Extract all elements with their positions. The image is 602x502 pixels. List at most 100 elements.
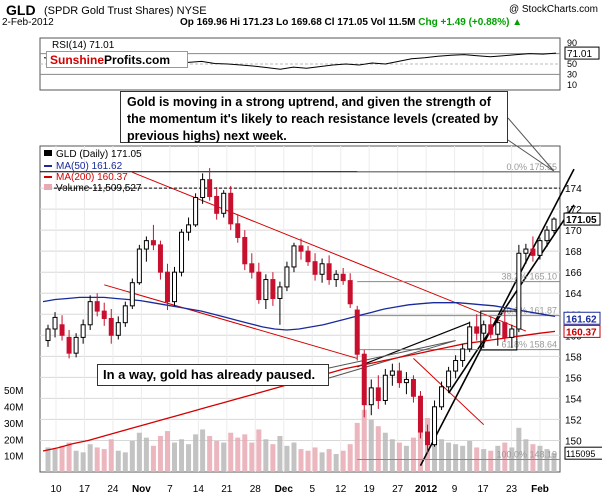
volume-value-tag: 115095 (566, 449, 595, 459)
candle (52, 312, 58, 338)
candle (481, 320, 487, 348)
change-up-icon: ▲ (512, 17, 523, 28)
time-axis-label: 2012 (415, 484, 438, 495)
candle-body (347, 280, 353, 305)
time-axis-label: Feb (531, 484, 549, 495)
rsi-axis-label: 90 (567, 38, 577, 48)
candle (136, 244, 142, 285)
candle-body (59, 324, 65, 336)
candle (291, 242, 297, 273)
candle (417, 391, 423, 439)
volume-bar (193, 434, 199, 472)
candle-body (235, 223, 241, 238)
time-axis-label: 21 (221, 484, 233, 495)
time-axis-label: Dec (275, 484, 294, 495)
time-axis-label: 19 (364, 484, 376, 495)
candle-body (129, 282, 135, 307)
candle-body (87, 301, 93, 326)
volume-bar (179, 439, 185, 472)
candle-body (417, 395, 423, 433)
candle-body (214, 195, 220, 214)
candle-body (108, 317, 114, 336)
volume-bar (305, 450, 311, 472)
volume-bar (172, 442, 177, 472)
candle-body (495, 322, 501, 335)
candle-body (242, 236, 248, 265)
candle-body (291, 245, 297, 268)
volume-bar (256, 429, 262, 472)
volume-bar (361, 409, 367, 472)
volume-bar (368, 419, 374, 472)
value-tags: 171.05 161.62 160.37 (563, 212, 601, 338)
candle (347, 273, 353, 308)
pause-callout: In a way, gold has already paused. (97, 364, 329, 386)
price-axis-label: 154 (565, 394, 582, 405)
volume-bar (235, 437, 241, 472)
candle-body (150, 240, 156, 246)
candle (94, 293, 100, 317)
volume-axis-label: 50M (4, 386, 23, 397)
candle-body (143, 240, 149, 250)
candle-body (186, 224, 192, 233)
candle-body (551, 218, 557, 232)
volume-bar (389, 439, 395, 472)
price-axis-label: 156 (565, 373, 582, 384)
candle-body (263, 279, 269, 301)
candle-body (333, 273, 339, 281)
candle (523, 243, 529, 264)
volume-bar (66, 442, 72, 472)
time-axis-label: 28 (250, 484, 262, 495)
price-axis-label: 164 (565, 289, 582, 300)
candle (277, 281, 283, 325)
grid-lines (40, 146, 560, 472)
fib-level-label: 61.8% 158.64 (501, 340, 557, 350)
rsi-axis-label: 50 (567, 59, 577, 69)
candle (530, 236, 536, 262)
volume-bar (530, 444, 536, 472)
candle (551, 217, 557, 234)
volume-bar (544, 449, 550, 472)
candle (122, 301, 128, 327)
uptrend-callout: Gold is moving in a strong uptrend, and … (120, 91, 508, 143)
volume-bar (446, 442, 452, 472)
candle-body (136, 248, 142, 284)
candle (80, 319, 86, 344)
candle-body (537, 240, 543, 256)
fib-level-label: 38.2% 165.10 (501, 272, 557, 282)
volume-bar (551, 453, 557, 472)
up-channel-lower (419, 168, 575, 467)
volume-bar (410, 437, 416, 472)
candle-body (312, 261, 318, 275)
change-value: Chg +1.49 (+0.88%) (418, 17, 510, 28)
candle-body (172, 271, 177, 303)
fib-level-label: 0.0% 175.55 (506, 162, 557, 172)
candle (460, 343, 466, 367)
volume-bar (340, 450, 346, 472)
candle (319, 258, 325, 283)
candle (101, 302, 107, 326)
volume-bar (396, 442, 402, 472)
candle (474, 314, 480, 341)
candle (361, 350, 367, 418)
candle-body (80, 324, 86, 338)
logo-part-profits: Profits.com (104, 53, 171, 67)
security-name: (SPDR Gold Trust Shares) NYSE (44, 5, 207, 17)
candle-body (101, 310, 107, 319)
candle-body (164, 271, 170, 303)
price-axis-label: 172 (565, 205, 582, 216)
pause-trend-line (357, 322, 470, 368)
time-axis-label: 12 (335, 484, 347, 495)
candle-body (467, 326, 473, 350)
rsi-value-tag: 71.01 (567, 49, 592, 60)
candlesticks (45, 168, 557, 454)
rsi-value-box (564, 46, 600, 60)
volume-bar (403, 445, 409, 472)
volume-axis-label: 40M (4, 403, 23, 414)
time-axis-label: 5 (309, 484, 315, 495)
candle-body (249, 263, 255, 273)
candle-body (446, 370, 452, 388)
candle (186, 217, 192, 241)
